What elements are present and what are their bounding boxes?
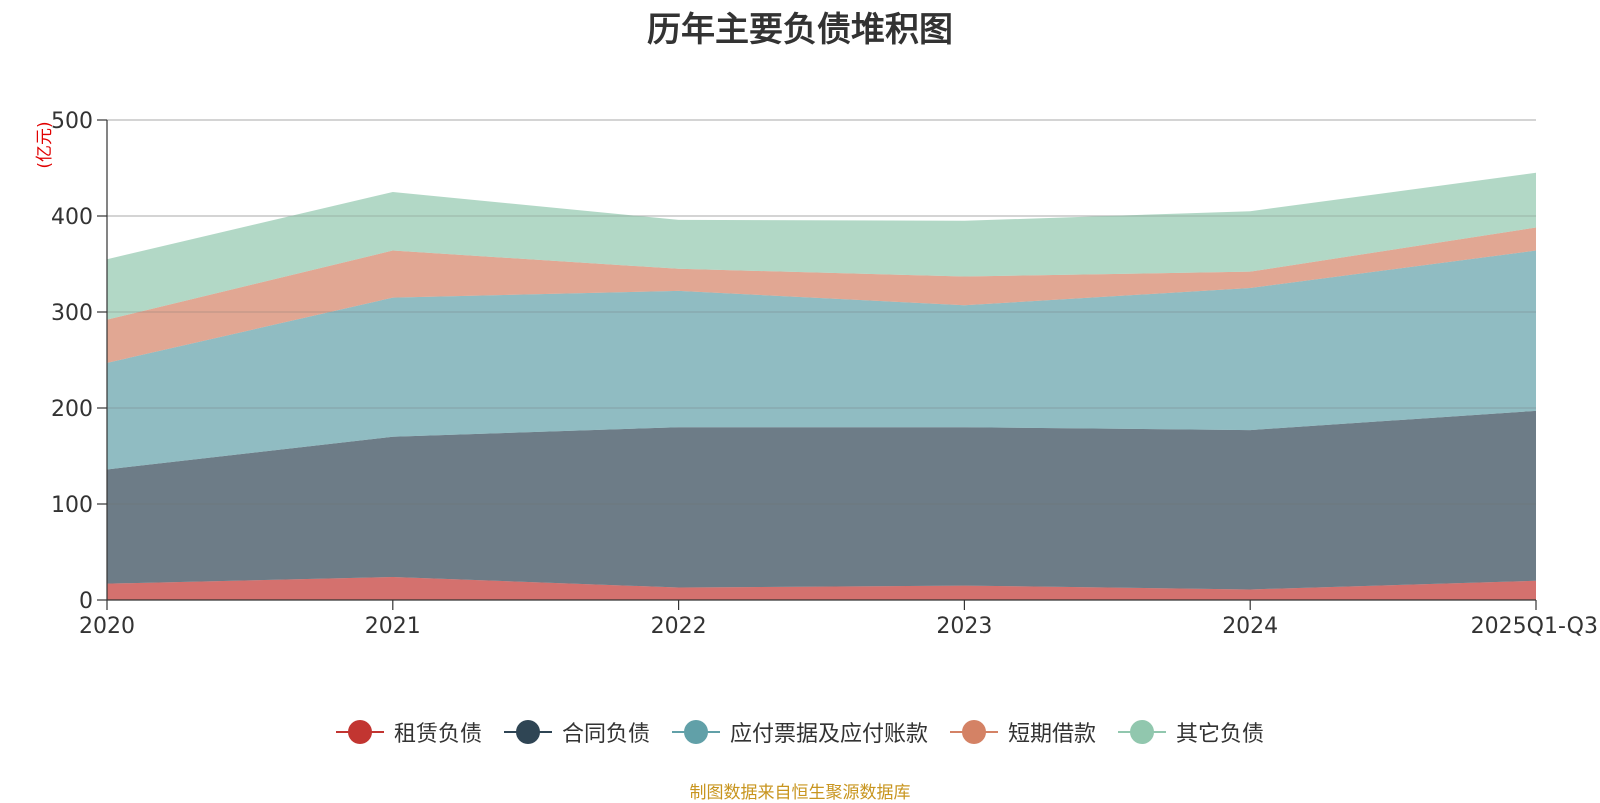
series-area	[107, 227, 1536, 363]
x-tick-label: 2024	[1222, 614, 1278, 639]
legend-marker-icon	[950, 719, 998, 745]
legend-label: 租赁负债	[393, 722, 482, 747]
legend-dot	[347, 720, 372, 744]
legend-item[interactable]: 应付票据及应付账款	[671, 716, 928, 748]
legend-marker-icon	[1118, 719, 1167, 745]
series-area	[107, 172, 1536, 320]
legend-dot	[683, 720, 708, 744]
y-tick-label: 0	[79, 589, 93, 614]
legend-dot	[962, 720, 986, 744]
legend-marker-icon	[503, 719, 552, 745]
legend-label: 短期借款	[1008, 722, 1097, 747]
legend-label: 其它负债	[1176, 722, 1265, 747]
legend-label: 应付票据及应付账款	[729, 722, 928, 747]
data-source-note: 制图数据来自恒生聚源数据库	[689, 783, 911, 803]
y-axis-label: (亿元)	[35, 121, 55, 168]
stacked-area-chart: 0 100 200 300 400 500 2020 2021 2022 2023 2024 2025…	[35, 109, 1598, 639]
series-area	[107, 250, 1536, 470]
x-tick-label: 2025Q1-Q3	[1471, 614, 1598, 639]
legend-item[interactable]: 合同负债	[503, 716, 650, 748]
legend: 租赁负债 合同负债 应付票据及应付账款 短期借款 其它负债	[0, 716, 1600, 748]
x-tick-label: 2021	[365, 614, 421, 639]
x-tick-label: 2020	[79, 614, 135, 639]
y-tick-label: 200	[51, 397, 93, 422]
y-tick-label: 100	[51, 493, 93, 518]
x-tick-label: 2023	[936, 614, 992, 639]
series-area	[107, 576, 1536, 600]
y-tick-label: 400	[51, 205, 93, 230]
legend-marker-icon	[671, 719, 720, 745]
legend-dot	[1130, 720, 1155, 744]
x-tick-label: 2022	[651, 614, 707, 639]
legend-item[interactable]: 短期借款	[950, 716, 1096, 748]
y-tick-label: 300	[51, 301, 93, 326]
legend-label: 合同负债	[561, 722, 650, 747]
y-tick-label: 500	[51, 109, 93, 134]
series-area	[107, 410, 1536, 590]
legend-item[interactable]: 租赁负债	[335, 716, 482, 748]
legend-dot	[515, 720, 540, 744]
legend-item[interactable]: 其它负债	[1118, 716, 1264, 748]
legend-marker-icon	[335, 719, 384, 745]
chart-title: 历年主要负债堆积图	[647, 10, 953, 50]
